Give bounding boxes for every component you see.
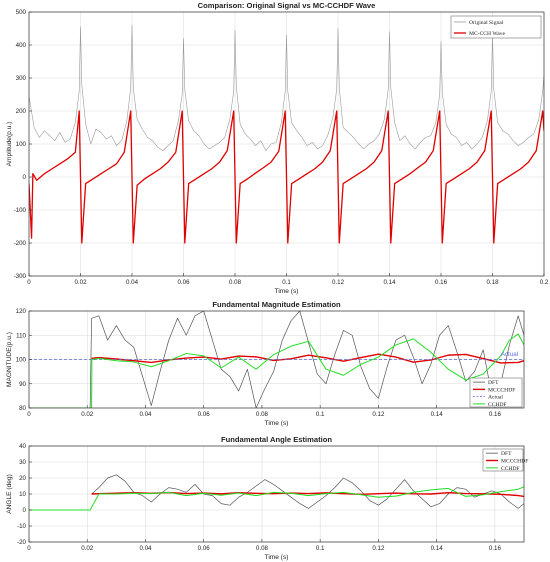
x-tick-label: 0.16 bbox=[489, 545, 502, 552]
x-tick-label: 0.06 bbox=[198, 411, 211, 418]
y-tick-label: 200 bbox=[16, 108, 27, 115]
y-tick-label: 400 bbox=[16, 42, 27, 49]
x-tick-label: 0.08 bbox=[229, 279, 242, 286]
legend-label-mccchdf: MCCCHDF bbox=[488, 387, 515, 393]
x-tick-label: 0 bbox=[27, 545, 31, 552]
y-tick-label: 100 bbox=[16, 357, 27, 364]
actual-annotation: Actual bbox=[501, 351, 518, 358]
legend-label-mccchdf: MCCCHDF bbox=[501, 459, 528, 465]
y-tick-label: 30 bbox=[19, 459, 26, 466]
x-tick-label: 0.08 bbox=[256, 545, 269, 552]
legend-label-cchdf: CCHDF bbox=[501, 466, 520, 472]
x-tick-label: 0.06 bbox=[198, 545, 211, 552]
x-axis-label: Time (s) bbox=[275, 288, 299, 295]
legend-box bbox=[469, 377, 523, 408]
x-tick-label: 0.18 bbox=[486, 279, 499, 286]
legend-box bbox=[450, 15, 542, 39]
y-tick-label: -200 bbox=[14, 240, 27, 247]
x-tick-label: 0.2 bbox=[540, 279, 549, 286]
series-line-mccchdf bbox=[29, 110, 544, 244]
x-tick-label: 0.02 bbox=[74, 279, 87, 286]
chart-title: Comparison: Original Signal vs MC-CCHDF … bbox=[198, 1, 376, 10]
x-tick-label: 0.02 bbox=[81, 545, 94, 552]
chart-panel-2: 0 0.02 0.04 0.06 0.08 0.1 0.12 0.14 0.16 80 90 100 1… bbox=[6, 300, 525, 427]
x-tick-label: 0.1 bbox=[316, 545, 325, 552]
x-tick-label: 0.06 bbox=[177, 279, 190, 286]
series-line-dft bbox=[89, 311, 524, 408]
series-line-cchdf bbox=[29, 333, 524, 408]
y-tick-label: 80 bbox=[19, 405, 26, 412]
legend-box bbox=[482, 448, 524, 472]
y-tick-label: 0 bbox=[23, 174, 27, 181]
x-tick-label: 0.1 bbox=[282, 279, 291, 286]
x-tick-label: 0.04 bbox=[139, 545, 152, 552]
x-tick-label: 0.14 bbox=[383, 279, 396, 286]
legend-label-mccchdf: MC-CCH Wave bbox=[469, 31, 505, 37]
y-tick-label: 100 bbox=[16, 141, 27, 148]
x-tick-label: 0 bbox=[27, 411, 31, 418]
y-axis-label: Amplitude(p.u.) bbox=[6, 122, 13, 167]
y-axis-label: MAGNITUDE(p.u.) bbox=[6, 332, 13, 387]
legend-label-cchdf: CCHDF bbox=[488, 402, 507, 408]
x-axis-label: Time (s) bbox=[265, 554, 289, 561]
x-tick-label: 0.12 bbox=[372, 545, 385, 552]
y-tick-label: 90 bbox=[19, 381, 26, 388]
y-tick-label: 10 bbox=[19, 491, 26, 498]
y-tick-label: -100 bbox=[14, 207, 27, 214]
x-tick-label: 0.16 bbox=[489, 411, 502, 418]
x-tick-label: 0.08 bbox=[256, 411, 269, 418]
y-tick-label: -20 bbox=[17, 539, 27, 546]
legend-label-original: Original Signal bbox=[469, 20, 504, 26]
y-axis-label: ANGLE (deg) bbox=[6, 474, 13, 514]
y-tick-label: 20 bbox=[19, 475, 26, 482]
legend-label-actual: Actual bbox=[488, 395, 503, 401]
y-tick-label: 300 bbox=[16, 75, 27, 82]
y-tick-label: 120 bbox=[16, 308, 27, 315]
series-line-cchdf bbox=[29, 486, 524, 511]
y-tick-label: 0 bbox=[23, 507, 27, 514]
chart-panel-3: 0 0.02 0.04 0.06 0.08 0.1 0.12 0.14 0.16 -20 -10 0 1… bbox=[6, 435, 528, 561]
series-line-original bbox=[29, 24, 544, 151]
chart-panel-1: 0 0.02 0.04 0.06 0.08 0.1 0.12 0.14 0.16 0.18 0.2 -… bbox=[6, 1, 549, 295]
chart-title: Fundamental Magnitude Estimation bbox=[212, 300, 341, 309]
series-line-dft bbox=[91, 474, 524, 509]
series-line-mccchdf bbox=[91, 353, 524, 364]
y-tick-label: 40 bbox=[19, 443, 26, 450]
y-tick-label: -300 bbox=[14, 273, 27, 280]
x-tick-label: 0.14 bbox=[431, 411, 444, 418]
x-tick-label: 0.04 bbox=[126, 279, 139, 286]
x-tick-label: 0 bbox=[27, 279, 31, 286]
legend-label-dft: DFT bbox=[488, 380, 499, 386]
x-tick-label: 0.16 bbox=[435, 279, 448, 286]
y-tick-label: 110 bbox=[16, 332, 26, 339]
x-tick-label: 0.02 bbox=[81, 411, 94, 418]
x-tick-label: 0.12 bbox=[332, 279, 345, 286]
x-tick-label: 0.04 bbox=[139, 411, 152, 418]
chart-title: Fundamental Angle Estimation bbox=[221, 435, 332, 444]
x-tick-label: 0.14 bbox=[431, 545, 444, 552]
legend-label-dft: DFT bbox=[501, 451, 512, 457]
x-tick-label: 0.1 bbox=[316, 411, 325, 418]
x-axis-label: Time (s) bbox=[265, 420, 289, 427]
y-tick-label: -10 bbox=[17, 523, 27, 530]
y-tick-label: 500 bbox=[16, 9, 27, 16]
legend: Original Signal MC-CCH Wave bbox=[450, 15, 542, 39]
x-tick-label: 0.12 bbox=[372, 411, 385, 418]
